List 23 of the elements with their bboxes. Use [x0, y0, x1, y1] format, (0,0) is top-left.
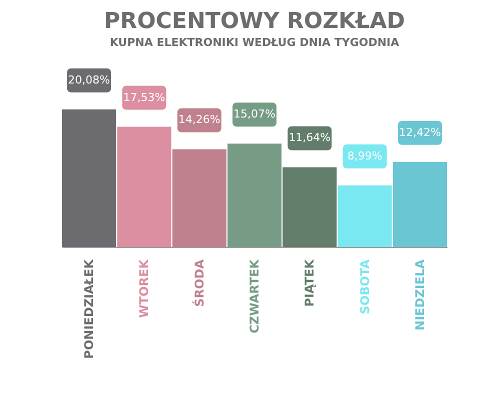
bar — [392, 162, 447, 247]
x-tick-label: WTOREK — [137, 258, 152, 318]
x-tick-label: CZWARTEK — [248, 258, 262, 334]
bar — [62, 109, 116, 247]
data-label: 20,08% — [68, 73, 110, 86]
bar — [282, 167, 337, 247]
data-label: 12,42% — [398, 126, 441, 139]
x-tick-label: PIĄTEK — [302, 258, 317, 307]
data-label: 11,64% — [288, 131, 331, 144]
x-tick-label: PONIEDZIAŁEK — [82, 258, 96, 359]
chart-subtitle: KUPNA ELEKTRONIKI WEDŁUG DNIA TYGODNIA — [110, 36, 400, 49]
data-label: 15,07% — [234, 108, 276, 121]
bar — [172, 149, 226, 247]
data-label: 17,53% — [123, 90, 166, 104]
bar — [338, 185, 392, 247]
x-tick-label: SOBOTA — [358, 258, 372, 314]
data-label: 8,99% — [347, 149, 382, 162]
data-label: 14,26% — [178, 113, 220, 126]
x-tick-label: ŚRODA — [191, 258, 206, 307]
chart-title: PROCENTOWY ROZKŁAD — [104, 9, 405, 34]
bar — [117, 126, 172, 247]
bar — [227, 144, 282, 247]
x-tick-label: NIEDZIELA — [412, 258, 427, 330]
